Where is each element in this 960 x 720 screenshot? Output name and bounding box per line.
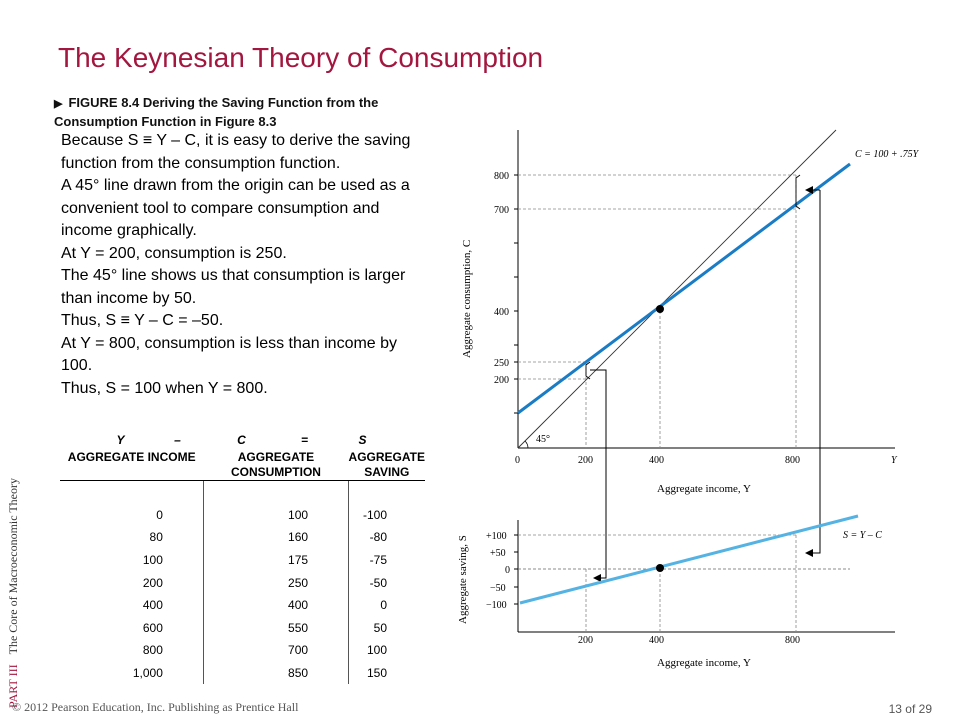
saving-function-label: S = Y – C [843,530,882,541]
slide-title: The Keynesian Theory of Consumption [58,42,544,73]
consumption-graph: 800 700 400 250 200 0 200 400 800 Y Aggr… [461,129,920,495]
saving-function-line[interactable] [519,514,859,605]
top-ytick-800: 800 [494,171,509,182]
top-xtick-200: 200 [578,455,593,466]
bottom-y-axis-label: Aggregate saving, S [457,535,469,624]
page-number: 13 of 29 [888,702,932,716]
bullet-7: Thus, S = 100 when Y = 800. [61,379,268,397]
side-footer: PART IIIThe Core of Macroeconomic Theory [6,478,21,708]
table-equation-row: Y – C = S [60,430,425,450]
top-ytick-200: 200 [494,375,509,386]
table-row: 100 175 -75 [60,548,425,572]
table-header-row: AGGREGATE INCOME AGGREGATE CONSUMPTION A… [60,450,425,481]
saving-graph: +100 +50 0 −50 −100 200 400 800 Aggregat… [457,514,895,669]
saving-table: Y – C = S AGGREGATE INCOME AGGREGATE CONSUMP… [60,430,425,685]
bottom-xtick-200: 200 [578,635,593,646]
copyright-notice: © 2012 Pearson Education, Inc. Publishin… [12,700,299,714]
top-ytick-700: 700 [494,205,509,216]
bullet-5: Thus, S ≡ Y – C = –50. [61,312,224,329]
forty-five-degree-arc [524,440,529,449]
bullet-4: The 45° line shows us that consumption i… [61,267,406,307]
consumption-function-label: C = 100 + .75Y [855,149,920,160]
table-row: 800 700 100 [60,639,425,662]
eq-y: Y [116,433,125,447]
forty-five-degree-label: 45° [536,434,550,445]
top-y-ticks [514,174,518,414]
header-saving: AGGREGATE SAVING [348,450,425,481]
bullet-1: Because S ≡ Y – C, it is easy to derive … [61,132,411,172]
top-ytick-250: 250 [494,358,509,369]
eq-minus: – [174,433,181,447]
top-y-axis-label: Aggregate consumption, C [461,240,473,358]
figure-caption: ▶ FIGURE 8.4 Deriving the Saving Function… [54,94,414,130]
top-xtick-0: 0 [515,455,520,466]
top-xtick-400: 400 [649,455,664,466]
break-even-point-top [656,305,664,313]
header-consumption: AGGREGATE CONSUMPTION [203,450,349,481]
explanation-text: Because S ≡ Y – C, it is easy to derive … [61,130,421,400]
play-triangle-icon: ▶ [54,98,63,110]
forty-five-degree-line [517,129,837,449]
table-row: 600 550 50 [60,616,425,640]
bottom-xtick-400: 400 [649,635,664,646]
top-xtick-800: 800 [785,455,800,466]
gap-bracket-200 [585,361,591,380]
connector-arrows [590,186,821,582]
eq-equals: = [300,433,308,447]
bullet-2: A 45° line drawn from the origin can be … [61,177,410,239]
bottom-ytick-zero: 0 [505,565,510,576]
top-x-axis-label: Aggregate income, Y [657,483,751,495]
bullet-6: At Y = 800, consumption is less than inc… [61,334,398,375]
bottom-x-axis-label: Aggregate income, Y [657,657,751,669]
bottom-ytick-minus50: −50 [490,583,506,594]
bottom-ytick-plus100: +100 [486,531,507,542]
top-ytick-400: 400 [494,307,509,318]
bottom-ytick-minus100: −100 [486,600,507,611]
side-part-title: The Core of Macroeconomic Theory [6,477,20,655]
figure-caption-text: FIGURE 8.4 Deriving the Saving Function … [54,95,379,129]
eq-s: S [358,433,367,447]
table-row: 0 100 -100 [60,503,425,527]
table-row: 1,000 850 150 [60,661,425,685]
break-even-point-bottom [656,564,664,572]
table-row: 200 250 -50 [60,571,425,594]
bullet-3: At Y = 200, consumption is 250. [61,244,287,262]
bottom-y-ticks [514,534,518,605]
header-income: AGGREGATE INCOME [60,450,204,481]
table-row: 80 160 -80 [60,526,425,549]
table-row: 400 400 0 [60,593,425,617]
bottom-xtick-800: 800 [785,635,800,646]
consumption-function-line[interactable] [517,162,851,415]
eq-c: C [237,433,246,447]
top-reference-lines [518,174,797,448]
gap-bracket-800 [795,174,801,210]
top-xtick-y: Y [891,455,898,466]
bottom-ytick-plus50: +50 [490,548,506,559]
